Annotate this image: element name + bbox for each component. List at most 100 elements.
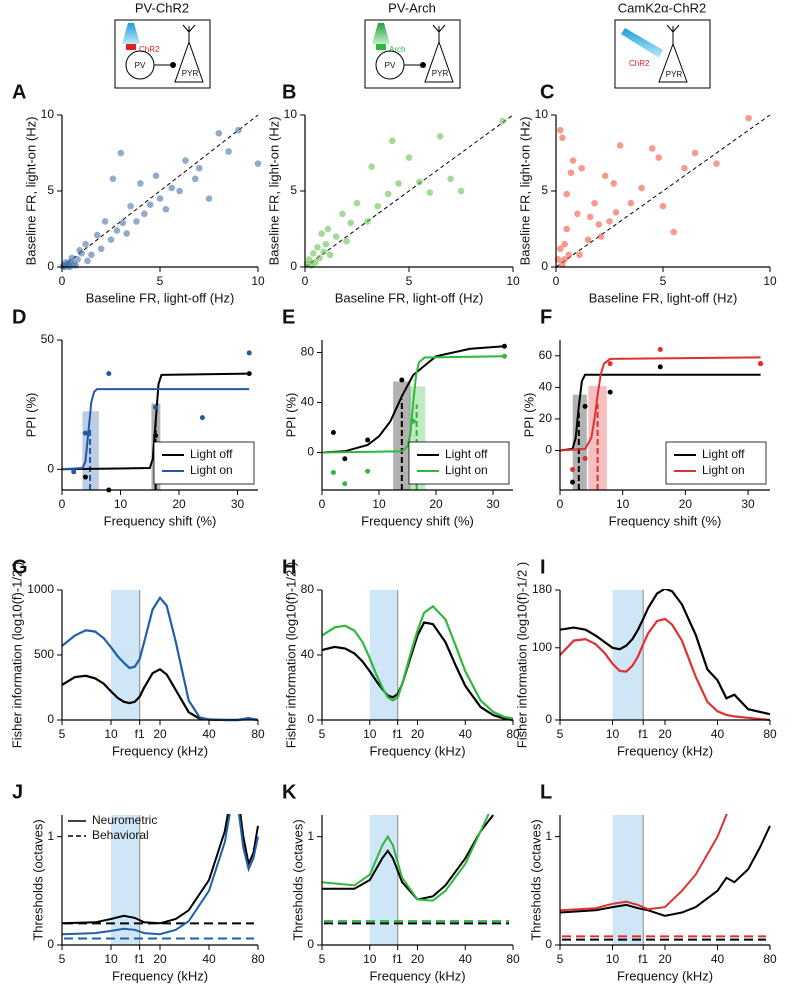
- x-axis-label: Baseline FR, light-off (Hz): [589, 290, 738, 305]
- y-tick-label: 5: [290, 183, 297, 197]
- scatter-point: [567, 169, 575, 177]
- scatter-point: [457, 187, 465, 195]
- scatter-point: [627, 199, 635, 207]
- data-point: [657, 364, 663, 370]
- data-point: [582, 403, 588, 409]
- panel-letter: F: [540, 306, 552, 328]
- x-tick-label: 20: [153, 952, 167, 966]
- scatter-point: [123, 230, 130, 237]
- x-tick-label: 0: [302, 274, 309, 288]
- y-tick-label: 10: [41, 107, 55, 121]
- schematic-label: PYR: [182, 69, 199, 78]
- x-tick-label: 40: [711, 727, 725, 741]
- scatter-point: [82, 240, 89, 248]
- y-axis-label: Fisher information (log10(f)-1/2 ): [283, 562, 298, 748]
- schematic-label: Arch: [389, 45, 405, 54]
- scatter-point: [107, 236, 115, 243]
- y-tick-label: 0: [290, 259, 297, 273]
- y-axis-label: Thresholds (octaves): [290, 819, 305, 940]
- y-axis-label: Thresholds (octaves): [30, 819, 45, 940]
- schematic-label: PYR: [432, 69, 449, 78]
- scatter-point: [499, 117, 506, 125]
- scatter-point: [146, 201, 154, 208]
- scatter-point: [137, 180, 144, 187]
- data-point: [399, 377, 405, 383]
- y-tick-label: 0: [47, 712, 54, 726]
- x-tick-label: 30: [741, 497, 755, 511]
- scatter-point: [305, 256, 313, 263]
- fit-curve: [559, 356, 761, 452]
- scatter-point: [584, 236, 592, 243]
- panel-letter: L: [540, 781, 552, 803]
- scatter-point: [563, 225, 570, 233]
- x-tick-label: 20: [658, 952, 672, 966]
- x-tick-label: 10: [506, 274, 520, 288]
- x-tick-label: f1: [135, 727, 145, 741]
- y-tick-label: 60: [539, 348, 553, 362]
- scatter-point: [368, 163, 375, 170]
- scatter-point: [606, 218, 613, 225]
- fit-curve: [321, 355, 505, 454]
- scatter-point: [610, 180, 618, 187]
- y-axis-label: Baseline FR, light-on (Hz): [266, 117, 281, 266]
- neurometric-curve: [559, 825, 771, 917]
- x-tick-label: 0: [557, 497, 564, 511]
- scatter-point: [578, 164, 585, 172]
- x-axis-label: Frequency (kHz): [617, 968, 713, 983]
- y-tick-label: 1: [47, 829, 54, 843]
- highlight-band: [369, 815, 398, 945]
- scatter-point: [205, 195, 213, 202]
- scatter-point: [561, 256, 568, 263]
- x-tick-label: 10: [372, 497, 386, 511]
- y-tick-label: 500: [34, 647, 54, 661]
- scatter-point: [681, 164, 688, 172]
- scatter-point: [343, 237, 350, 245]
- x-axis-label: Frequency (kHz): [112, 743, 208, 758]
- x-tick-label: 30: [486, 497, 500, 511]
- legend-label: Behavioral: [92, 828, 149, 842]
- x-tick-label: 5: [557, 952, 564, 966]
- scatter-point: [119, 219, 127, 227]
- scatter-point: [384, 190, 392, 198]
- scatter-point: [574, 210, 581, 218]
- identity-line: [304, 114, 514, 268]
- neurometric-curve: [321, 814, 490, 902]
- x-axis-label: Baseline FR, light-off (Hz): [86, 290, 235, 305]
- x-tick-label: 80: [763, 727, 777, 741]
- plot-area: [559, 814, 771, 945]
- scatter-point: [691, 149, 699, 157]
- data-point: [501, 343, 507, 349]
- x-tick-label: 5: [59, 727, 66, 741]
- scatter-point: [168, 184, 176, 192]
- data-point: [153, 404, 159, 410]
- scatter-point: [133, 218, 140, 225]
- scatter-point: [93, 231, 101, 239]
- x-tick-label: 80: [506, 952, 520, 966]
- legend-label: Light off: [190, 447, 233, 461]
- scatter-point: [339, 210, 346, 218]
- scatter-point: [310, 250, 317, 257]
- data-point: [330, 430, 336, 435]
- scatter-point: [638, 184, 645, 192]
- y-tick-label: 0: [307, 937, 314, 951]
- x-tick-label: 0: [59, 497, 66, 511]
- scatter-point: [597, 233, 605, 240]
- legend-label: Light off: [702, 447, 745, 461]
- data-point: [199, 415, 205, 421]
- y-tick-label: 1: [545, 829, 552, 843]
- x-tick-label: f1: [393, 952, 403, 966]
- x-tick-label: 40: [202, 952, 216, 966]
- data-point: [607, 389, 613, 395]
- plot-area: [61, 814, 259, 945]
- x-tick-label: 5: [406, 274, 413, 288]
- scatter-point: [436, 132, 444, 140]
- highlight-band: [612, 815, 644, 945]
- scatter-point: [670, 228, 677, 236]
- scatter-point: [141, 210, 148, 218]
- data-point: [607, 361, 613, 367]
- x-tick-label: f1: [135, 952, 145, 966]
- x-tick-label: 80: [251, 952, 265, 966]
- neurometric-curve: [322, 814, 494, 901]
- data-point: [82, 430, 88, 436]
- scatter-point: [326, 251, 334, 259]
